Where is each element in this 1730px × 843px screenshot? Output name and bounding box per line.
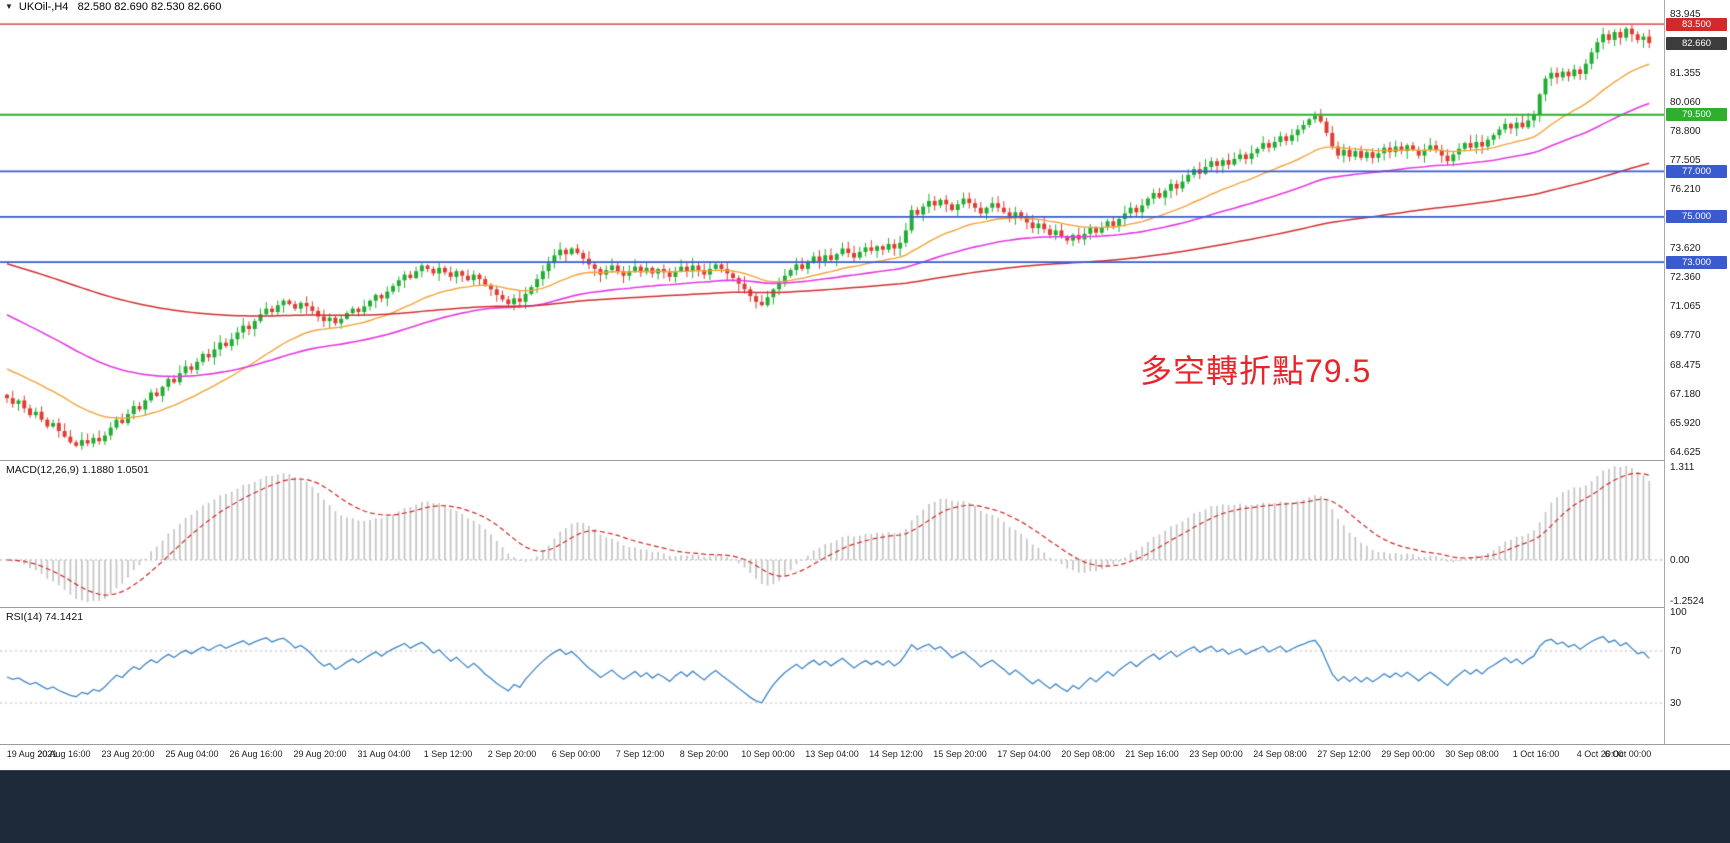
time-axis-label: 23 Aug 20:00 (101, 749, 155, 759)
price-axis[interactable]: 83.945 81.355 80.060 78.800 77.505 76.210 73.6… (1664, 0, 1730, 744)
time-axis-label: 21 Sep 16:00 (1125, 749, 1179, 759)
price-badge: 79.500 (1666, 108, 1727, 122)
bottom-bar (0, 770, 1730, 843)
rsi-indicator-label: RSI(14) 74.1421 (6, 611, 84, 623)
price-scale-label: 81.355 (1670, 67, 1701, 79)
time-axis-label: 10 Sep 00:00 (741, 749, 795, 759)
annotation-text: 多空轉折點79.5 (1140, 353, 1372, 389)
price-macd-separator[interactable] (0, 460, 1730, 461)
price-badge: 83.500 (1666, 17, 1727, 31)
price-scale-label: 72.360 (1670, 271, 1701, 283)
chart-canvas[interactable] (0, 0, 1664, 744)
time-axis-label: 20 Sep 08:00 (1061, 749, 1115, 759)
price-scale-label: 64.625 (1670, 447, 1701, 458)
price-scale-label: 69.770 (1670, 330, 1701, 342)
time-axis-label: 29 Sep 00:00 (1381, 749, 1435, 759)
price-scale-label: 77.505 (1670, 155, 1701, 166)
chart-title: ▼ UKOil-,H4 82.580 82.690 82.530 82.660 (5, 1, 221, 13)
macd-scale-label: -1.2524 (1670, 596, 1704, 607)
time-axis-label: 26 Aug 16:00 (229, 749, 283, 759)
time-axis-label: 2 Sep 20:00 (487, 749, 537, 759)
time-axis-label: 13 Sep 04:00 (805, 749, 859, 759)
time-axis-label: 4 Oct 20:00 (1576, 749, 1624, 759)
chart-timeline-separator (0, 744, 1730, 745)
price-badge: 77.000 (1666, 164, 1727, 178)
time-axis-label: 31 Aug 04:00 (357, 749, 411, 759)
macd-scale-label: 1.311 (1670, 462, 1695, 473)
price-badge: 82.660 (1666, 36, 1727, 50)
rsi-panel[interactable] (0, 608, 1664, 744)
price-scale-label: 76.210 (1670, 184, 1701, 196)
time-axis[interactable]: 19 Aug 2021 20 Aug 16:00 23 Aug 20:00 25 Au… (0, 745, 1664, 769)
chart-title-text: UKOil-,H4 82.580 82.690 82.530 82.660 (18, 1, 222, 13)
time-axis-label: 19 Aug 2021 (6, 749, 58, 759)
price-scale-label: 78.800 (1670, 125, 1701, 137)
time-axis-label: 17 Sep 04:00 (997, 749, 1051, 759)
time-axis-label: 1 Oct 16:00 (1512, 749, 1560, 759)
price-panel[interactable] (0, 0, 1664, 460)
price-scale-label: 67.180 (1670, 389, 1701, 401)
price-badge: 73.000 (1666, 255, 1727, 269)
time-axis-label: 25 Aug 04:00 (165, 749, 219, 759)
price-scale-label: 73.620 (1670, 243, 1701, 255)
price-scale-label: 68.475 (1670, 359, 1701, 371)
time-axis-label: 23 Sep 00:00 (1189, 749, 1243, 759)
time-axis-label: 1 Sep 12:00 (423, 749, 473, 759)
time-axis-label: 20 Aug 16:00 (37, 749, 91, 759)
price-scale-label: 83.945 (1670, 9, 1701, 20)
price-scale-label: 71.065 (1670, 301, 1701, 312)
time-axis-label: 24 Sep 08:00 (1253, 749, 1307, 759)
time-axis-label: 14 Sep 12:00 (869, 749, 923, 759)
rsi-scale-label: 70 (1670, 646, 1682, 657)
macd-scale-label: 0.00 (1670, 554, 1690, 566)
time-axis-label: 8 Sep 20:00 (679, 749, 729, 759)
time-axis-label: 6 Oct 00:00 (1604, 749, 1652, 759)
time-axis-label: 15 Sep 20:00 (933, 749, 987, 759)
macd-indicator-label: MACD(12,26,9) 1.1880 1.0501 (6, 464, 150, 476)
price-scale-label: 65.920 (1670, 417, 1701, 429)
rsi-scale-label: 100 (1670, 607, 1687, 618)
macd-panel[interactable] (0, 461, 1664, 607)
time-axis-label: 27 Sep 12:00 (1317, 749, 1371, 759)
macd-rsi-separator[interactable] (0, 607, 1730, 608)
time-axis-label: 6 Sep 00:00 (551, 749, 601, 759)
time-axis-label: 30 Sep 08:00 (1445, 749, 1499, 759)
rsi-scale-label: 30 (1670, 698, 1682, 709)
price-badge: 75.000 (1666, 210, 1727, 224)
symbol-dropdown-icon[interactable]: ▼ (5, 2, 13, 11)
time-axis-label: 29 Aug 20:00 (293, 749, 347, 759)
time-axis-label: 7 Sep 12:00 (615, 749, 665, 759)
price-scale-label: 80.060 (1670, 97, 1701, 109)
